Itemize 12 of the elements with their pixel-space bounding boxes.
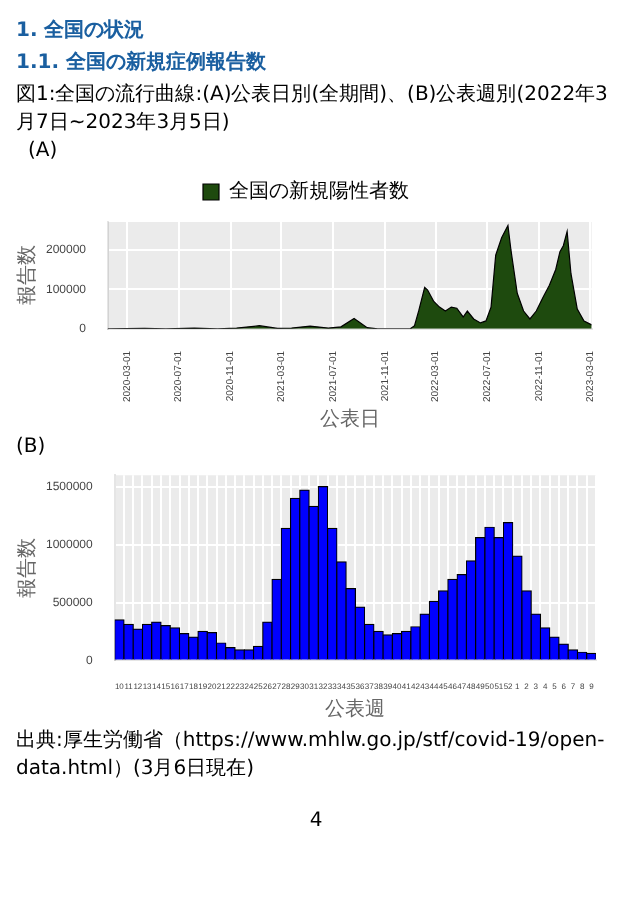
chart-title: 図1:全国の流行曲線:(A)公表日別(全期間)、(B)公表週別(2022年3月7日~2023年3月5日) — [16, 81, 610, 136]
x-axis-title: 公表日 — [319, 407, 380, 432]
y-axis-title: 報告数 — [15, 537, 40, 598]
text: 1.1. 全国の新規症例報告数 — [16, 48, 268, 76]
chart-title: (B) — [16, 436, 48, 458]
x-axis-title: 公表週 — [325, 697, 386, 722]
source-note: 出典:厚生労働省（https://www.mhlw.go.jp/stf/covid-19/open-data.html）(3月6日現在) — [16, 727, 607, 782]
text: 1. 全国の状況 — [16, 17, 147, 44]
legend-label: 全国の新規陽性者数 — [229, 179, 409, 204]
text: 4 — [307, 810, 325, 832]
y-axis-title: 報告数 — [15, 245, 40, 306]
chart-subtitle: (A) — [28, 140, 60, 162]
